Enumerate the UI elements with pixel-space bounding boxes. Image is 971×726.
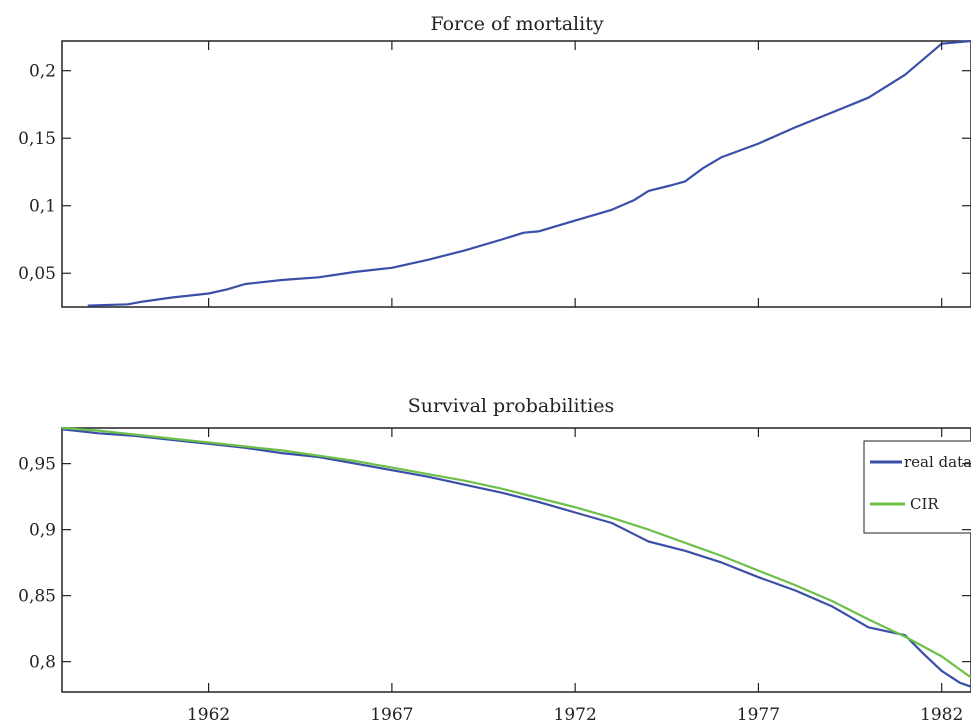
force-of-mortality-panel: Force of mortality 0,05 0,1 0,15 0,2: [18, 13, 971, 308]
legend-box: [863, 440, 971, 534]
y-tick-label: 0,8: [29, 653, 56, 673]
y-tick-label: 0,85: [18, 587, 56, 607]
x-tick-label: 1977: [737, 705, 780, 725]
series-line-cir: [61, 426, 971, 679]
y-tick-label: 0,1: [29, 197, 56, 217]
y-tick-label: 0,05: [18, 264, 56, 284]
y-tick-label: 0,9: [29, 521, 56, 541]
legend-label-real-data: real data: [904, 453, 971, 471]
legend-label-cir: CIR: [910, 495, 939, 513]
series-line-1: [87, 39, 971, 307]
y-tick-label: 0,95: [18, 455, 56, 475]
x-tick-label: 1967: [370, 705, 413, 725]
plot-frame: [61, 427, 971, 693]
legend: real data CIR: [863, 440, 971, 534]
x-tick-label: 1962: [187, 705, 230, 725]
x-tick-label: 1972: [554, 705, 597, 725]
chart-title: Force of mortality: [430, 13, 603, 35]
y-tick-label: 0,15: [18, 129, 56, 149]
survival-probabilities-panel: Survival probabilities real data CIR 196…: [18, 395, 971, 725]
plot-frame: [61, 40, 971, 308]
x-tick-label: 1982: [920, 705, 963, 725]
series-line-real-data: [61, 428, 971, 688]
chart-title: Survival probabilities: [408, 395, 615, 417]
y-tick-label: 0,2: [29, 62, 56, 82]
